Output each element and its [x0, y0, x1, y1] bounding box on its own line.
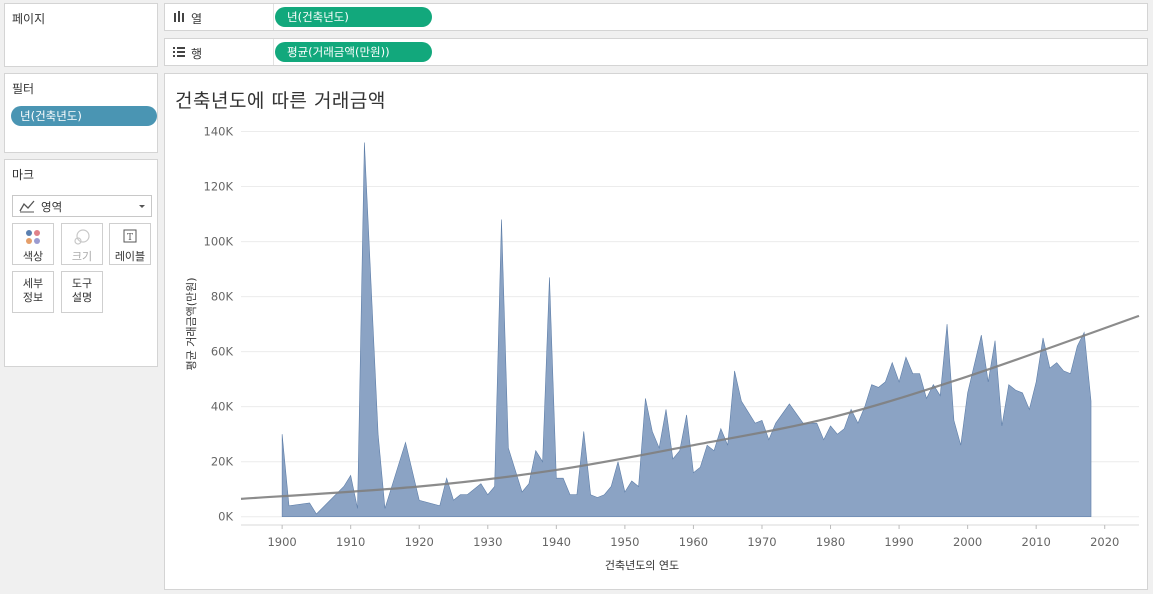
color-button[interactable]: 색상: [12, 223, 54, 265]
mark-type-dropdown[interactable]: 영역: [12, 195, 152, 217]
mark-type-label: 영역: [41, 200, 63, 214]
columns-label: 열: [191, 12, 203, 26]
rows-pill-avg-price[interactable]: 평균(거래금액(만원)): [275, 42, 432, 62]
filter-pill-build-year[interactable]: 년(건축년도): [11, 106, 157, 126]
x-tick-label: 2000: [953, 535, 982, 549]
pages-title: 페이지: [12, 12, 46, 26]
shelf-divider: [273, 39, 274, 65]
tooltip-button-label: 도구 설명: [71, 277, 93, 304]
filters-title: 필터: [12, 82, 35, 96]
x-tick-label: 2020: [1090, 535, 1119, 549]
marks-card: 마크 영역 색상 크기 T 레이블 세부 정보 도구 설명: [4, 159, 158, 367]
color-dots-icon: [13, 229, 53, 245]
chart-title: 건축년도에 따른 거래금액: [175, 90, 386, 112]
x-tick-label: 2010: [1022, 535, 1051, 549]
y-tick-label: 20K: [211, 455, 234, 469]
pages-card[interactable]: 페이지: [4, 3, 158, 67]
svg-text:T: T: [127, 233, 133, 243]
shelf-divider: [273, 4, 274, 30]
columns-icon: [172, 10, 186, 27]
x-tick-label: 1950: [610, 535, 639, 549]
columns-pill-build-year[interactable]: 년(건축년도): [275, 7, 432, 27]
detail-button[interactable]: 세부 정보: [12, 271, 54, 313]
y-axis-title: 평균 거래금액(만원): [185, 277, 198, 370]
y-tick-label: 0K: [218, 510, 233, 524]
x-axis-title: 건축년도의 연도: [605, 559, 679, 572]
viz-card: 0K 20K 40K 60K 80K 100K 120K 140K 1900 1910 1920 1…: [164, 73, 1148, 590]
x-tick-label: 1960: [679, 535, 708, 549]
tooltip-button[interactable]: 도구 설명: [61, 271, 103, 313]
x-tick-label: 1980: [816, 535, 845, 549]
x-tick-label: 1990: [884, 535, 913, 549]
color-button-label: 색상: [22, 250, 44, 263]
label-icon: T: [110, 229, 150, 245]
y-tick-label: 80K: [211, 290, 234, 304]
y-tick-label: 100K: [204, 235, 234, 249]
rows-label: 행: [191, 47, 203, 61]
y-tick-label: 120K: [204, 180, 234, 194]
x-tick-label: 1930: [473, 535, 502, 549]
rows-icon: [172, 45, 186, 62]
x-tick-label: 1900: [267, 535, 296, 549]
y-tick-label: 140K: [204, 125, 234, 139]
marks-title: 마크: [12, 168, 35, 182]
x-tick-label: 1910: [336, 535, 365, 549]
y-tick-label: 60K: [211, 345, 234, 359]
y-tick-label: 40K: [211, 400, 234, 414]
label-button[interactable]: T 레이블: [109, 223, 151, 265]
label-button-label: 레이블: [114, 250, 146, 263]
size-button[interactable]: 크기: [61, 223, 103, 265]
area-chart[interactable]: 0K 20K 40K 60K 80K 100K 120K 140K 1900 1910 1920 1…: [165, 74, 1147, 589]
size-icon: [62, 229, 102, 245]
rows-shelf[interactable]: 행 평균(거래금액(만원)): [164, 38, 1148, 66]
columns-shelf[interactable]: 열 년(건축년도): [164, 3, 1148, 31]
area-chart-icon: [19, 199, 35, 216]
size-button-label: 크기: [71, 250, 93, 263]
area-series-0: [281, 142, 1092, 518]
filters-card[interactable]: 필터 년(건축년도): [4, 73, 158, 153]
trend-line: [240, 314, 1140, 500]
x-tick-label: 1970: [747, 535, 776, 549]
x-tick-label: 1920: [405, 535, 434, 549]
x-tick-label: 1940: [542, 535, 571, 549]
chevron-down-icon: [137, 197, 147, 218]
detail-button-label: 세부 정보: [22, 277, 44, 304]
